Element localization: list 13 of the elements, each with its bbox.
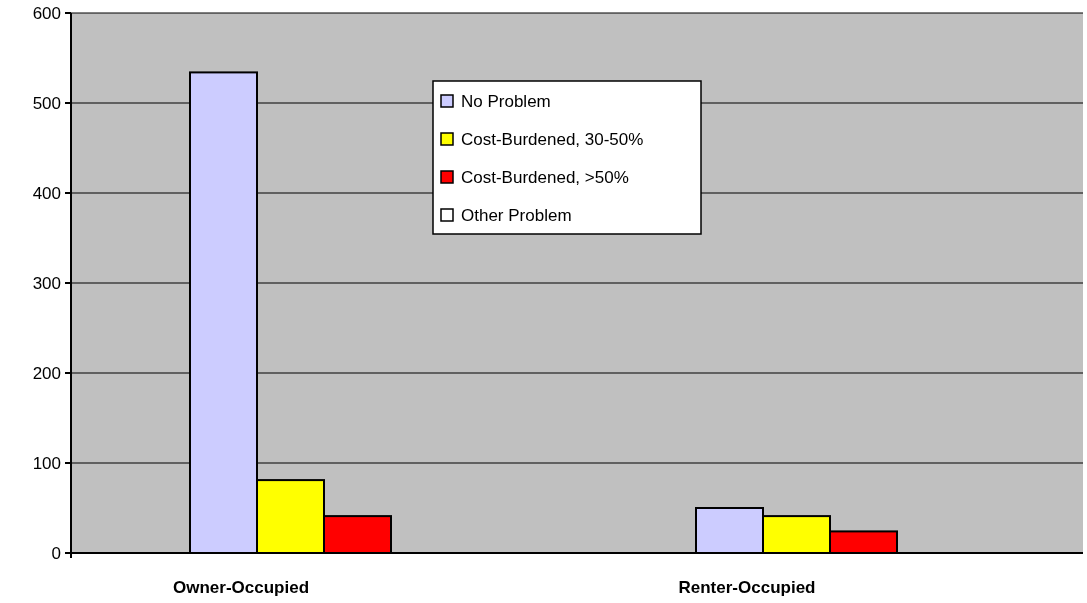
y-tick-label: 600 bbox=[32, 3, 61, 23]
y-tick-label: 100 bbox=[32, 453, 61, 473]
legend-label: No Problem bbox=[461, 91, 551, 111]
x-tick-label: Owner-Occupied bbox=[172, 578, 310, 597]
legend-label: Cost-Burdened, 30-50% bbox=[461, 129, 644, 149]
y-tick-label: 400 bbox=[32, 183, 61, 203]
legend-label: Cost-Burdened, >50% bbox=[461, 167, 629, 187]
y-tick-label: 200 bbox=[32, 363, 61, 383]
y-tick-label: 0 bbox=[51, 543, 61, 563]
y-tick-label: 300 bbox=[32, 273, 61, 293]
legend-label: Other Problem bbox=[461, 205, 572, 225]
y-tick-label: 500 bbox=[32, 93, 61, 113]
x-tick-label: Renter-Occupied bbox=[678, 578, 816, 597]
